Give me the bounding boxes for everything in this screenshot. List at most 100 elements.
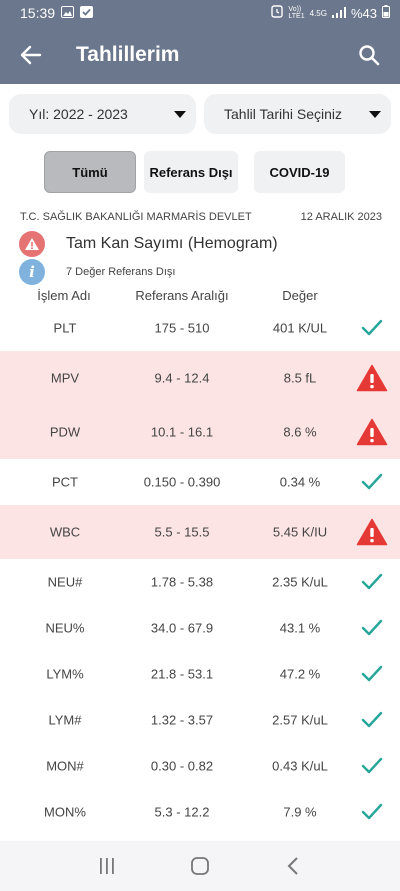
test-name: Tam Kan Sayımı (Hemogram) [66,235,278,252]
table-row: MON% 5.3 - 12.2 7.9 % [0,789,400,835]
row-range: 5.3 - 12.2 [154,804,210,820]
check-icon [350,757,394,775]
row-name: PDW [49,424,81,440]
search-icon [359,45,380,66]
row-range: 1.32 - 3.57 [150,712,214,728]
row-name: NEU% [45,620,85,636]
row-value: 2.35 K/uL [272,574,328,590]
row-name: LYM# [48,712,82,728]
home-button[interactable] [180,851,220,881]
row-name: WBC [49,524,81,540]
date-dropdown-label: Tahlil Tarihi Seçiniz [224,106,343,122]
row-name: MON% [44,804,86,820]
battery-text: %43 [350,5,377,21]
row-range: 34.0 - 67.9 [150,620,214,636]
year-dropdown[interactable]: Yıl: 2022 - 2023 [9,94,196,134]
signal-icon [331,6,346,21]
row-value: 7.9 % [283,804,317,820]
warning-triangle-icon [350,418,394,446]
row-range: 175 - 510 [154,320,210,336]
header-range: Referans Aralığı [135,288,229,303]
table-row: NEU# 1.78 - 5.38 2.35 K/uL [0,559,400,605]
check-icon [350,803,394,821]
row-name: MPV [50,370,80,386]
row-range: 5.5 - 15.5 [154,524,210,540]
date-dropdown[interactable]: Tahlil Tarihi Seçiniz [204,94,391,134]
network-label: Vo)) LTE1 [288,6,305,20]
back-nav-button[interactable] [273,851,313,881]
table-row: LYM% 21.8 - 53.1 47.2 % [0,651,400,697]
lab-name: T.C. SAĞLIK BAKANLIĞI MARMARİS DEVLET [20,211,252,223]
row-value: 47.2 % [279,666,321,682]
row-name: NEU# [47,574,83,590]
row-name: PLT [53,320,77,336]
header-value: Değer [282,288,318,303]
row-name: LYM% [46,666,84,682]
table-row: NEU% 34.0 - 67.9 43.1 % [0,605,400,651]
check-icon [350,711,394,729]
row-name: MON# [46,758,84,774]
app-bar: Tahlillerim [0,26,400,84]
table-row: LYM# 1.32 - 3.57 2.57 K/uL [0,697,400,743]
header-name: İşlem Adı [37,288,91,303]
row-value: 43.1 % [279,620,321,636]
table-row: MPV 9.4 - 12.4 8.5 fL [0,351,400,405]
table-row: PLT 175 - 510 401 K/UL [0,305,400,351]
warning-icon [19,231,45,257]
row-range: 10.1 - 16.1 [150,424,214,440]
year-dropdown-label: Yıl: 2022 - 2023 [29,106,128,122]
table-row: PDW 10.1 - 16.1 8.6 % [0,405,400,459]
table-row: PCT 0.150 - 0.390 0.34 % [0,459,400,505]
row-value: 8.6 % [283,424,317,440]
filter-chips: Tümü Referans Dışı COVID-19 [44,151,345,193]
result-date: 12 ARALIK 2023 [300,211,382,223]
arrow-left-icon [20,45,42,65]
row-value: 5.45 K/IU [272,524,328,540]
back-button[interactable] [16,40,46,70]
check-icon [350,473,394,491]
page-title: Tahlillerim [76,43,180,66]
chip-out-of-range[interactable]: Referans Dışı [144,151,238,193]
chip-all[interactable]: Tümü [44,151,136,193]
result-table: PLT 175 - 510 401 K/UL MPV 9.4 - 12.4 8.5 fL P… [0,305,400,835]
row-value: 2.57 K/uL [272,712,328,728]
row-range: 0.150 - 0.390 [143,474,221,490]
chip-covid[interactable]: COVID-19 [254,151,345,193]
summary-row: i 7 Değer Referans Dışı [19,259,175,285]
check-icon [350,319,394,337]
row-name: PCT [52,474,78,490]
recent-apps-icon [99,858,114,874]
network-type: 4.5G [309,9,327,18]
summary-text: 7 Değer Referans Dışı [66,266,176,278]
status-bar: 15:39 Vo)) LTE1 4.5G %43 [0,0,400,26]
row-value: 0.43 K/uL [272,758,328,774]
chevron-left-icon [287,857,299,875]
caret-down-icon [369,110,381,118]
info-icon: i [19,259,45,285]
table-row: MON# 0.30 - 0.82 0.43 K/uL [0,743,400,789]
check-icon [350,665,394,683]
warning-triangle-icon [350,518,394,546]
gallery-notification-icon [61,5,75,21]
alarm-icon [271,5,284,21]
home-icon [191,857,209,875]
result-header: T.C. SAĞLIK BAKANLIĞI MARMARİS DEVLET 12… [20,211,382,223]
search-button[interactable] [354,40,384,70]
row-range: 0.30 - 0.82 [150,758,214,774]
check-notification-icon [80,5,94,21]
check-icon [350,573,394,591]
row-value: 0.34 % [279,474,321,490]
row-range: 9.4 - 12.4 [154,370,210,386]
status-time: 15:39 [20,5,56,21]
caret-down-icon [174,110,186,118]
check-icon [350,619,394,637]
battery-icon [382,5,390,21]
table-row: WBC 5.5 - 15.5 5.45 K/IU [0,505,400,559]
system-nav-bar [0,841,400,891]
test-title-row: Tam Kan Sayımı (Hemogram) [19,231,278,257]
recent-apps-button[interactable] [87,851,127,881]
row-value: 8.5 fL [283,370,317,386]
table-header: İşlem Adı Referans Aralığı Değer [0,286,400,306]
row-range: 1.78 - 5.38 [150,574,214,590]
row-value: 401 K/UL [272,320,328,336]
